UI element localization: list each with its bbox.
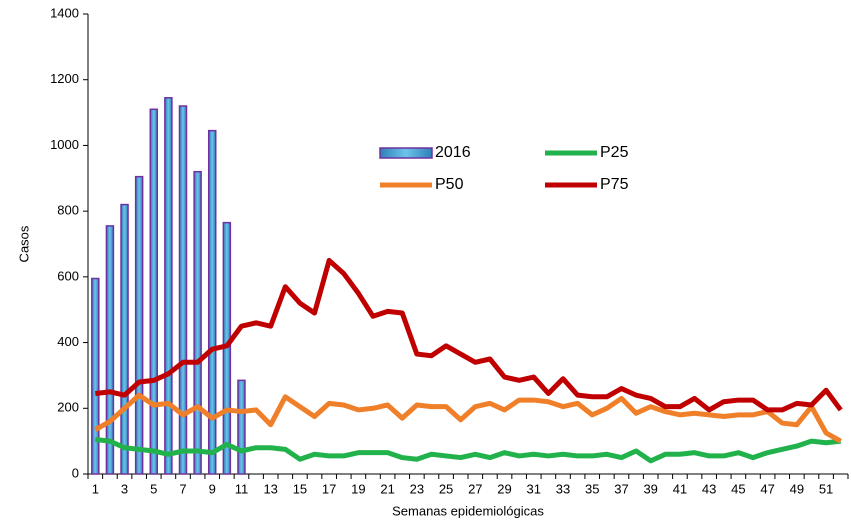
legend-label: 2016 <box>435 144 471 161</box>
y-tick-label: 1200 <box>50 71 79 86</box>
x-tick-label: 51 <box>819 481 833 496</box>
y-tick-label: 200 <box>57 400 79 415</box>
x-tick-label: 31 <box>527 481 541 496</box>
x-tick-label: 41 <box>673 481 687 496</box>
y-tick-label: 1400 <box>50 5 79 20</box>
x-tick-label: 29 <box>497 481 511 496</box>
bar <box>164 97 173 475</box>
x-tick-label: 21 <box>380 481 394 496</box>
x-tick-label: 19 <box>351 481 365 496</box>
x-tick-label: 15 <box>293 481 307 496</box>
y-tick-label: 0 <box>72 465 79 480</box>
legend-swatch <box>379 147 433 159</box>
x-tick-label: 45 <box>731 481 745 496</box>
x-tick-label: 9 <box>209 481 216 496</box>
x-tick-label: 39 <box>643 481 657 496</box>
bar <box>91 277 100 475</box>
x-tick-label: 23 <box>410 481 424 496</box>
legend-label: P75 <box>600 176 629 193</box>
bar <box>120 203 129 475</box>
bar <box>178 105 188 475</box>
x-axis-label: Semanas epidemiológicas <box>392 503 544 518</box>
x-tick-label: 25 <box>439 481 453 496</box>
x-tick-label: 3 <box>121 481 128 496</box>
y-tick-label: 600 <box>57 268 79 283</box>
y-tick-label: 1000 <box>50 137 79 152</box>
bar <box>207 129 217 475</box>
line <box>95 437 841 464</box>
x-tick-label: 1 <box>92 481 99 496</box>
legend-label: P50 <box>435 176 464 193</box>
x-tick-label: 43 <box>702 481 716 496</box>
x-tick-label: 35 <box>585 481 599 496</box>
x-tick-label: 17 <box>322 481 336 496</box>
legend-label: P25 <box>600 144 629 161</box>
bar <box>237 379 246 475</box>
bar <box>149 108 159 475</box>
line <box>94 392 842 444</box>
line <box>95 257 843 413</box>
x-tick-label: 47 <box>760 481 774 496</box>
x-tick-label: 11 <box>235 481 249 496</box>
y-tick-label: 800 <box>57 203 79 218</box>
y-tick-label: 400 <box>57 334 79 349</box>
x-tick-label: 27 <box>468 481 482 496</box>
bar <box>105 225 115 475</box>
x-tick-label: 5 <box>150 481 157 496</box>
x-tick-label: 33 <box>556 481 570 496</box>
x-tick-label: 7 <box>179 481 186 496</box>
x-tick-label: 37 <box>614 481 628 496</box>
bar <box>193 170 202 475</box>
bar <box>134 175 144 475</box>
x-tick-label: 13 <box>263 481 277 496</box>
y-axis-label: Casos <box>16 225 31 262</box>
x-tick-label: 49 <box>790 481 804 496</box>
